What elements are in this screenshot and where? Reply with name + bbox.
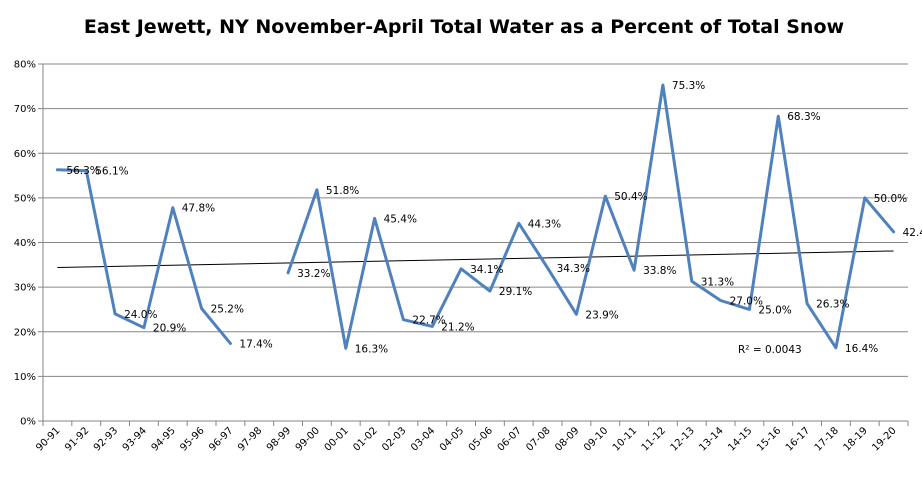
- data-label: 25.2%: [211, 304, 244, 316]
- x-tick-label: 97-98: [236, 425, 264, 453]
- x-tick-label: 15-16: [755, 425, 783, 453]
- data-label: 50.4%: [614, 191, 647, 203]
- series-layer: [55, 83, 896, 350]
- x-tick-label: 91-92: [63, 425, 91, 453]
- data-label: 56.1%: [95, 166, 128, 178]
- data-label: 27.0%: [730, 296, 763, 308]
- y-tick-label: 80%: [14, 60, 36, 71]
- data-label: 45.4%: [384, 213, 417, 225]
- gridlines: [38, 63, 908, 422]
- data-label: 34.3%: [557, 263, 590, 275]
- y-tick-label: 50%: [14, 193, 36, 204]
- data-label: 33.8%: [643, 265, 676, 277]
- x-tick-label: 14-15: [726, 425, 754, 453]
- data-label: 29.1%: [499, 286, 532, 298]
- data-label: 44.3%: [528, 218, 561, 230]
- x-tick-label: 17-18: [813, 425, 841, 453]
- x-tick-label: 01-02: [351, 425, 379, 453]
- x-tick-label: 90-91: [34, 425, 62, 453]
- data-label: 24.0%: [124, 309, 157, 321]
- y-tick-label: 60%: [14, 149, 36, 160]
- x-tick-label: 00-01: [323, 425, 351, 453]
- x-tick-label: 06-07: [496, 425, 524, 453]
- data-label: 50.0%: [874, 193, 907, 205]
- x-tick-label: 05-06: [467, 425, 495, 453]
- y-tick-label: 40%: [14, 238, 36, 249]
- x-tick-label: 95-96: [178, 425, 206, 453]
- chart-title: East Jewett, NY November-April Total Wat…: [84, 16, 844, 38]
- x-tick-label: 96-97: [207, 425, 235, 453]
- x-tick-label: 94-95: [150, 425, 178, 453]
- data-label: 42.4%: [903, 227, 922, 239]
- data-label: 68.3%: [787, 111, 820, 123]
- x-tick-label: 92-93: [92, 425, 120, 453]
- x-tick-label: 03-04: [409, 425, 437, 453]
- data-label: 22.7%: [412, 315, 445, 327]
- data-label: 20.9%: [153, 323, 186, 335]
- trendline-layer: [57, 250, 894, 268]
- data-label: 25.0%: [758, 304, 791, 316]
- y-tick-label: 0%: [20, 417, 36, 428]
- r-squared-label: R² = 0.0043: [738, 344, 802, 356]
- data-label: 75.3%: [672, 80, 705, 92]
- x-tick-label: 93-94: [121, 425, 149, 453]
- y-tick-label: 10%: [14, 372, 36, 383]
- x-tick-label: 18-19: [842, 425, 870, 453]
- axes: [42, 64, 909, 426]
- linear-trendline: [57, 250, 894, 268]
- data-label: 17.4%: [239, 338, 272, 350]
- data-label: 21.2%: [441, 321, 474, 333]
- x-tick-label: 04-05: [438, 425, 466, 453]
- y-tick-label: 70%: [14, 104, 36, 115]
- x-tick-label: 11-12: [640, 425, 668, 453]
- x-tick-label: 99-00: [294, 425, 322, 453]
- data-label: 31.3%: [701, 276, 734, 288]
- x-tick-label: 12-13: [669, 425, 697, 453]
- data-label: 33.2%: [297, 268, 330, 280]
- y-axis-tick-labels: 0% 10% 20% 30% 40% 50% 60% 70% 80%: [14, 60, 36, 428]
- data-label-layer: 56.3%56.1% 24.0% 20.9% 47.8% 25.2% 17.4% 33.2%…: [66, 80, 922, 355]
- x-tick-label: 07-08: [524, 425, 552, 453]
- x-tick-label: 13-14: [697, 425, 725, 453]
- data-label: 23.9%: [585, 309, 618, 321]
- x-tick-label: 02-03: [380, 425, 408, 453]
- x-tick-label: 19-20: [870, 425, 898, 453]
- x-tick-label: 10-11: [611, 425, 639, 453]
- x-axis-tick-labels: 90-91 91-92 92-93 93-94 94-95 95-96 96-97 97-98…: [34, 425, 898, 453]
- data-label: 47.8%: [182, 203, 215, 215]
- data-label: 16.3%: [355, 343, 388, 355]
- x-tick-label: 09-10: [582, 425, 610, 453]
- data-label: 16.4%: [845, 343, 878, 355]
- x-tick-label: 16-17: [784, 425, 812, 453]
- data-label: 51.8%: [326, 185, 359, 197]
- data-label: 26.3%: [816, 299, 849, 311]
- series-line: [55, 168, 232, 345]
- y-tick-label: 30%: [14, 283, 36, 294]
- x-tick-label: 98-99: [265, 425, 293, 453]
- data-label: 56.3%: [66, 165, 99, 177]
- x-tick-label: 08-09: [553, 425, 581, 453]
- y-tick-label: 20%: [14, 327, 36, 338]
- data-label: 34.1%: [470, 264, 503, 276]
- series-line: [286, 83, 896, 350]
